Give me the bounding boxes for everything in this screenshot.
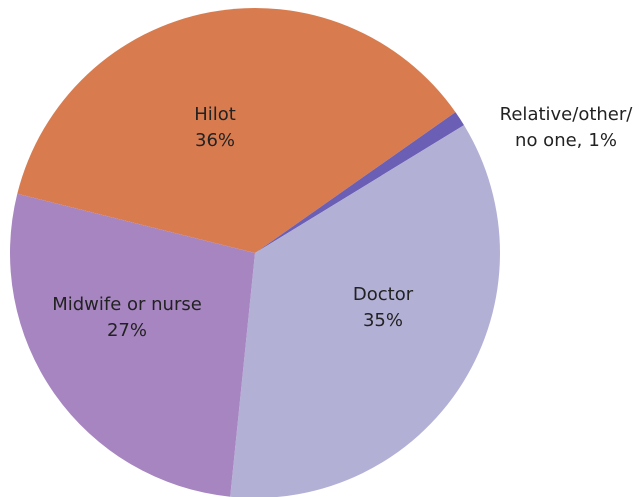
pie-slice [230,125,500,497]
slice-label: Midwife or nurse 27% [52,292,202,344]
pie-slice [17,8,456,253]
slice-label: Relative/other/ no one, 1% [500,102,633,154]
value-label: 35% [362,310,403,331]
value-label: 36% [194,130,236,151]
pie-slice [9,193,255,497]
category-label: Hilot [194,104,236,125]
category-label: Relative/other/ no one, [499,104,633,151]
value-label: 1% [588,130,617,151]
category-label: Midwife or nurse [52,294,202,315]
category-label: Doctor [352,284,414,305]
slice-label: Doctor 35% [353,282,413,334]
slice-label: Hilot 36% [194,102,236,154]
pie-slice [255,112,464,253]
value-label: 27% [106,320,147,341]
